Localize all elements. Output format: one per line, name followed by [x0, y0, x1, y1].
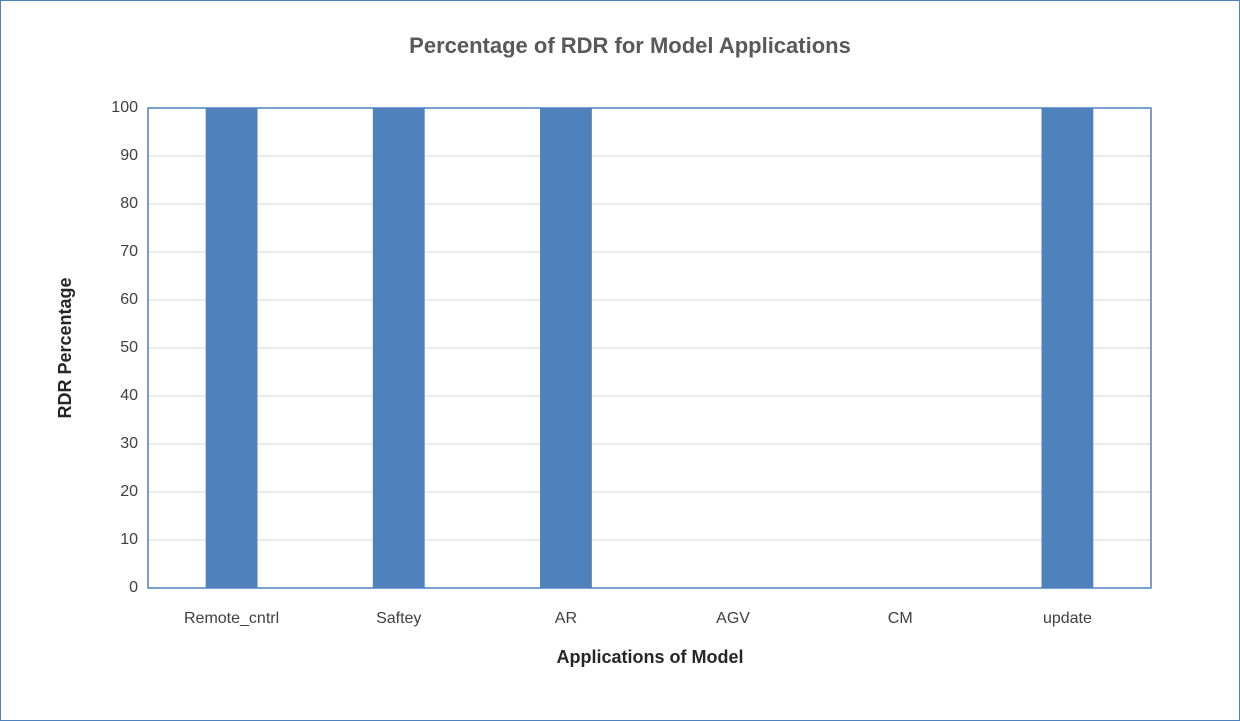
y-tick-label: 50 [120, 339, 138, 356]
y-tick-label: 10 [120, 531, 138, 548]
y-tick-label: 0 [129, 579, 138, 596]
x-tick-label: Remote_cntrl [184, 610, 279, 627]
bar [372, 108, 425, 588]
y-tick-label: 30 [120, 435, 138, 452]
y-axis-title: RDR Percentage [55, 277, 75, 418]
x-tick-label: CM [888, 610, 913, 627]
chart-title: Percentage of RDR for Model Applications [409, 33, 851, 58]
bar [205, 108, 258, 588]
x-tick-label: AGV [716, 610, 750, 627]
x-tick-label: Saftey [376, 610, 421, 627]
x-tick-label: AR [555, 610, 577, 627]
y-tick-label: 60 [120, 291, 138, 308]
x-tick-label: update [1043, 610, 1092, 627]
y-tick-label: 80 [120, 195, 138, 212]
bar [1041, 108, 1094, 588]
x-axis-title: Applications of Model [557, 647, 744, 667]
y-tick-label: 20 [120, 483, 138, 500]
y-tick-label: 90 [120, 147, 138, 164]
y-tick-label: 40 [120, 387, 138, 404]
bar [540, 108, 592, 588]
plot-frame [147, 107, 1152, 589]
y-tick-label: 70 [120, 243, 138, 260]
y-tick-label: 100 [111, 99, 138, 116]
